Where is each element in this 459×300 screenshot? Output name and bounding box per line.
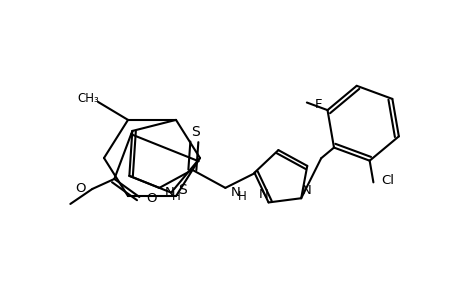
Text: O: O: [146, 192, 157, 206]
Text: N: N: [230, 186, 240, 200]
Text: N: N: [164, 186, 174, 200]
Text: H: H: [172, 190, 181, 203]
Text: S: S: [178, 183, 186, 196]
Text: N: N: [258, 188, 268, 201]
Text: N: N: [301, 184, 310, 197]
Text: F: F: [314, 98, 322, 111]
Text: H: H: [238, 190, 246, 203]
Text: O: O: [75, 182, 85, 195]
Text: CH₃: CH₃: [77, 92, 99, 105]
Text: Cl: Cl: [381, 174, 393, 187]
Text: S: S: [190, 125, 199, 139]
